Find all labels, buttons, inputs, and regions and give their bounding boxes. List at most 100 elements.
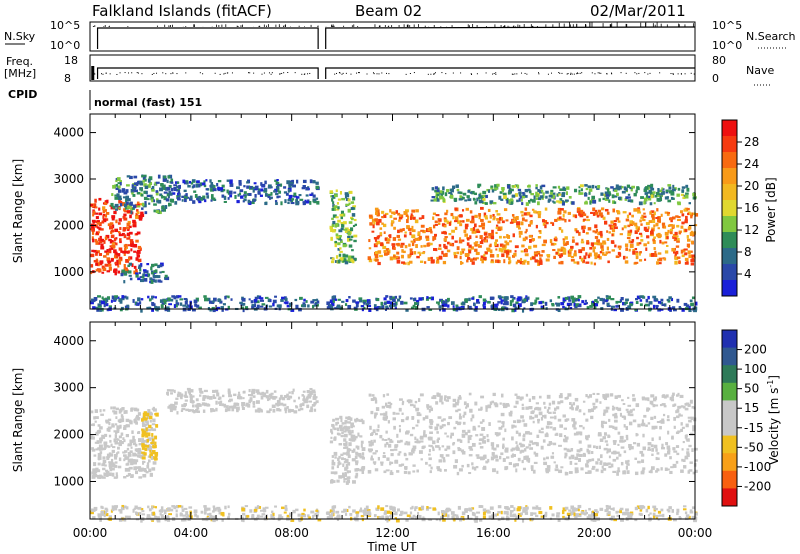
data-cell: [290, 308, 295, 312]
data-cell: [533, 210, 537, 213]
data-cell: [347, 416, 351, 421]
data-cell: [108, 238, 112, 242]
data-cell: [354, 418, 358, 422]
data-cell: [173, 188, 178, 192]
data-cell: [114, 194, 118, 197]
data-cell: [518, 432, 521, 437]
data-cell: [635, 189, 638, 194]
data-cell: [638, 259, 643, 262]
data-cell: [438, 305, 442, 309]
data-cell: [590, 211, 593, 214]
data-cell: [342, 260, 346, 263]
data-cell: [574, 228, 578, 232]
data-cell: [546, 421, 551, 426]
data-cell: [117, 438, 120, 441]
data-cell: [643, 226, 647, 231]
data-cell: [113, 297, 118, 301]
data-cell: [414, 297, 417, 302]
data-cell: [598, 198, 601, 202]
data-cell: [453, 255, 458, 259]
data-cell: [385, 295, 389, 298]
data-cell: [114, 441, 118, 445]
data-cell: [641, 469, 645, 473]
nave-dot: [559, 72, 561, 74]
data-cell: [104, 445, 107, 449]
data-cell: [151, 295, 154, 300]
data-cell: [135, 272, 139, 275]
data-cell: [98, 445, 103, 449]
data-cell: [419, 440, 424, 443]
data-cell: [143, 278, 148, 282]
data-cell: [108, 461, 113, 465]
data-cell: [93, 462, 97, 467]
nave-dot: [224, 72, 226, 74]
data-cell: [493, 303, 498, 308]
data-cell: [243, 198, 247, 202]
data-cell: [442, 308, 446, 312]
data-cell: [432, 446, 435, 449]
data-cell: [650, 466, 655, 470]
data-cell: [521, 403, 524, 407]
freq-tick-hi: 18: [64, 54, 78, 67]
data-cell: [512, 233, 515, 238]
data-cell: [120, 272, 124, 276]
data-cell: [587, 227, 592, 231]
data-cell: [549, 442, 553, 445]
data-cell: [659, 193, 664, 196]
data-cell: [512, 303, 517, 308]
data-cell: [183, 189, 187, 193]
data-cell: [250, 393, 254, 397]
nave-dot: [156, 72, 158, 74]
data-cell: [119, 408, 122, 413]
data-cell: [480, 239, 484, 242]
data-cell: [484, 215, 488, 218]
data-cell: [130, 248, 133, 252]
data-cell: [604, 421, 608, 424]
data-cell: [151, 423, 156, 426]
data-cell: [345, 299, 349, 303]
data-cell: [128, 262, 133, 266]
data-cell: [96, 440, 100, 444]
data-cell: [351, 260, 355, 264]
data-cell: [622, 470, 626, 475]
data-cell: [135, 268, 138, 272]
data-cell: [659, 308, 664, 311]
data-cell: [485, 460, 489, 464]
data-cell: [297, 396, 301, 400]
data-cell: [147, 459, 151, 463]
data-cell: [114, 455, 118, 460]
data-cell: [562, 240, 566, 245]
data-cell: [371, 230, 375, 233]
data-cell: [637, 423, 641, 428]
data-cell: [341, 472, 345, 477]
data-cell: [92, 306, 96, 310]
data-cell: [569, 302, 573, 306]
data-cell: [288, 194, 293, 199]
data-cell: [651, 453, 654, 457]
data-cell: [436, 392, 440, 397]
data-cell: [439, 308, 442, 312]
data-cell: [396, 440, 401, 444]
data-cell: [594, 185, 597, 189]
freq-unit: [MHz]: [4, 67, 36, 80]
data-cell: [649, 202, 653, 206]
data-cell: [147, 448, 152, 451]
data-cell: [196, 305, 199, 308]
data-cell: [91, 471, 95, 475]
data-cell: [487, 208, 491, 212]
data-cell: [573, 432, 577, 436]
data-cell: [405, 214, 409, 217]
nave-dot: [309, 72, 311, 74]
data-cell: [435, 195, 438, 198]
data-cell: [331, 423, 335, 427]
data-cell: [493, 447, 497, 451]
data-cell: [576, 208, 581, 212]
data-cell: [476, 230, 481, 234]
data-cell: [163, 510, 167, 515]
data-cell: [94, 409, 98, 413]
data-cell: [645, 247, 648, 251]
data-cell: [445, 399, 450, 402]
data-cell: [649, 191, 653, 196]
data-cell: [615, 300, 619, 304]
data-cell: [479, 438, 484, 441]
